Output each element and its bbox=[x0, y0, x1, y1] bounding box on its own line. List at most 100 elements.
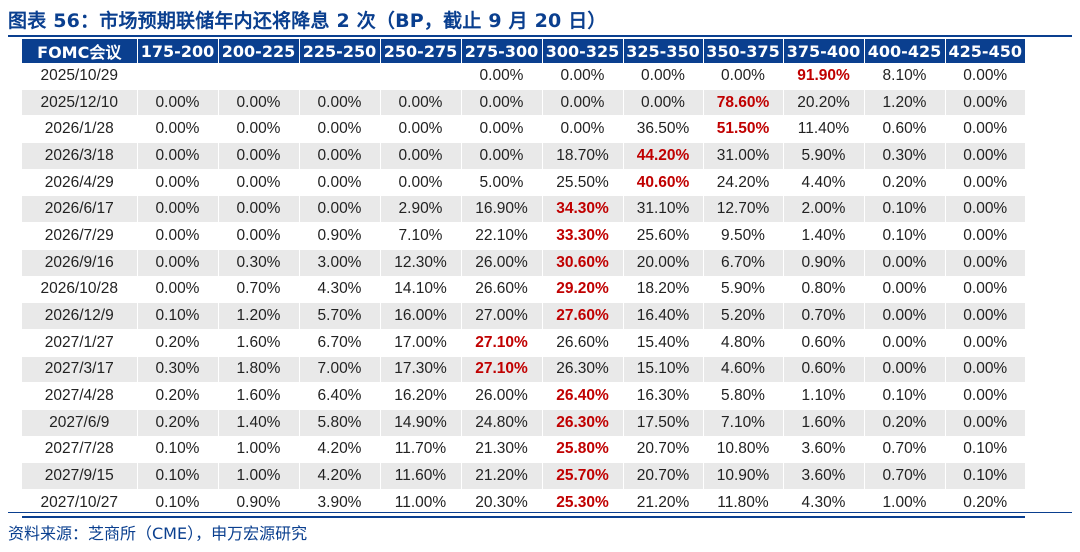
probability-cell: 0.70% bbox=[218, 276, 300, 304]
table-row: 2026/9/16 0.00% 0.30% 3.00% 12.30% 26.00% 30.6… bbox=[22, 249, 1025, 277]
probability-cell: 0.00% bbox=[945, 302, 1025, 330]
table-row: 2027/6/9 0.20% 1.40% 5.80% 14.90% 24.80% 26.30… bbox=[22, 409, 1025, 437]
probability-cell: 3.60% bbox=[783, 436, 865, 464]
probability-cell bbox=[218, 63, 300, 90]
column-header-range: 225-250 bbox=[299, 39, 381, 63]
probability-cell: 4.20% bbox=[299, 462, 381, 490]
max-probability-cell: 26.30% bbox=[542, 409, 624, 437]
source-note: 资料来源：芝商所（CME），申万宏源研究 bbox=[8, 524, 308, 543]
probability-cell: 0.90% bbox=[783, 249, 865, 277]
probability-cell: 1.00% bbox=[218, 436, 300, 464]
max-probability-cell: 40.60% bbox=[623, 169, 704, 197]
probability-cell: 0.00% bbox=[864, 302, 946, 330]
probability-cell: 0.00% bbox=[137, 222, 219, 250]
probability-cell: 0.00% bbox=[299, 89, 381, 117]
probability-cell: 0.00% bbox=[137, 276, 219, 304]
probability-cell: 0.00% bbox=[945, 329, 1025, 357]
meeting-date-cell: 2026/9/16 bbox=[22, 249, 138, 277]
max-probability-cell: 33.30% bbox=[542, 222, 624, 250]
meeting-date-cell: 2026/3/18 bbox=[22, 142, 138, 170]
probability-cell: 0.20% bbox=[137, 409, 219, 437]
probability-cell: 15.40% bbox=[623, 329, 704, 357]
probability-cell: 0.00% bbox=[461, 89, 543, 117]
probability-cell: 5.70% bbox=[299, 302, 381, 330]
probability-cell: 0.20% bbox=[137, 382, 219, 410]
probability-cell: 0.00% bbox=[461, 142, 543, 170]
probability-cell: 20.70% bbox=[623, 436, 704, 464]
probability-cell: 16.00% bbox=[380, 302, 462, 330]
probability-cell: 1.40% bbox=[218, 409, 300, 437]
table-row: 2027/3/17 0.30% 1.80% 7.00% 17.30% 27.10% 26.3… bbox=[22, 356, 1025, 384]
meeting-date-cell: 2026/10/28 bbox=[22, 276, 138, 304]
probability-cell: 0.00% bbox=[945, 142, 1025, 170]
probability-cell: 0.10% bbox=[864, 382, 946, 410]
probability-cell: 0.80% bbox=[783, 276, 865, 304]
table-row: 2026/1/28 0.00% 0.00% 0.00% 0.00% 0.00% 0.00% 3… bbox=[22, 115, 1025, 144]
probability-cell: 0.00% bbox=[945, 249, 1025, 277]
column-header-range: 425-450 bbox=[945, 39, 1025, 63]
table-row: 2027/1/27 0.20% 1.60% 6.70% 17.00% 27.10% 26.6… bbox=[22, 329, 1025, 357]
column-header-range: 350-375 bbox=[703, 39, 784, 63]
table-row: 2027/9/15 0.10% 1.00% 4.20% 11.60% 21.20% 25.7… bbox=[22, 462, 1025, 490]
max-probability-cell: 25.70% bbox=[542, 462, 624, 490]
probability-cell: 16.30% bbox=[623, 382, 704, 410]
probability-cell: 12.30% bbox=[380, 249, 462, 277]
probability-cell: 21.20% bbox=[461, 462, 543, 490]
table-row: 2026/6/17 0.00% 0.00% 0.00% 2.90% 16.90% 34.30… bbox=[22, 195, 1025, 224]
probability-cell: 0.00% bbox=[137, 89, 219, 117]
probability-cell: 2.00% bbox=[783, 195, 865, 224]
probability-cell: 0.00% bbox=[623, 63, 704, 90]
probability-table: FOMC会议 175-200 200-225 225-250 250-275 275-30… bbox=[22, 39, 1025, 518]
meeting-date-cell: 2026/12/9 bbox=[22, 302, 138, 330]
probability-cell: 0.60% bbox=[783, 329, 865, 357]
table-row: 2026/12/9 0.10% 1.20% 5.70% 16.00% 27.00% 27.6… bbox=[22, 302, 1025, 330]
probability-cell: 5.80% bbox=[299, 409, 381, 437]
probability-cell: 0.10% bbox=[137, 436, 219, 464]
table-body: 2025/10/29 0.00% 0.00% 0.00% 0.00% 91.90% 8.10… bbox=[22, 63, 1025, 518]
probability-cell: 0.00% bbox=[299, 195, 381, 224]
probability-cell: 0.00% bbox=[461, 115, 543, 144]
probability-cell: 0.10% bbox=[945, 462, 1025, 490]
table-row: 2027/4/28 0.20% 1.60% 6.40% 16.20% 26.00% 26.4… bbox=[22, 382, 1025, 410]
meeting-date-cell: 2027/4/28 bbox=[22, 382, 138, 410]
probability-cell: 17.50% bbox=[623, 409, 704, 437]
probability-cell: 0.00% bbox=[137, 115, 219, 144]
table-row: 2025/10/29 0.00% 0.00% 0.00% 0.00% 91.90% 8.10… bbox=[22, 63, 1025, 90]
probability-cell: 3.60% bbox=[783, 462, 865, 490]
probability-cell: 0.10% bbox=[137, 462, 219, 490]
meeting-date-cell: 2027/3/17 bbox=[22, 356, 138, 384]
probability-cell: 0.70% bbox=[783, 302, 865, 330]
probability-cell: 4.80% bbox=[703, 329, 784, 357]
probability-cell: 0.00% bbox=[945, 356, 1025, 384]
probability-cell: 1.80% bbox=[218, 356, 300, 384]
probability-cell: 16.90% bbox=[461, 195, 543, 224]
probability-cell: 3.00% bbox=[299, 249, 381, 277]
probability-cell: 24.20% bbox=[703, 169, 784, 197]
meeting-date-cell: 2027/7/28 bbox=[22, 436, 138, 464]
probability-cell: 14.90% bbox=[380, 409, 462, 437]
max-probability-cell: 78.60% bbox=[703, 89, 784, 117]
probability-cell: 5.00% bbox=[461, 169, 543, 197]
probability-cell: 0.00% bbox=[945, 63, 1025, 90]
max-probability-cell: 27.60% bbox=[542, 302, 624, 330]
probability-cell: 18.20% bbox=[623, 276, 704, 304]
probability-cell: 11.40% bbox=[783, 115, 865, 144]
probability-cell: 15.10% bbox=[623, 356, 704, 384]
probability-cell: 22.10% bbox=[461, 222, 543, 250]
title-divider bbox=[8, 35, 1072, 37]
column-header-meeting: FOMC会议 bbox=[22, 39, 138, 63]
probability-cell: 0.10% bbox=[945, 436, 1025, 464]
probability-cell: 0.10% bbox=[137, 302, 219, 330]
max-probability-cell: 44.20% bbox=[623, 142, 704, 170]
probability-cell: 16.20% bbox=[380, 382, 462, 410]
probability-cell: 26.30% bbox=[542, 356, 624, 384]
max-probability-cell: 30.60% bbox=[542, 249, 624, 277]
max-probability-cell: 29.20% bbox=[542, 276, 624, 304]
max-probability-cell: 26.40% bbox=[542, 382, 624, 410]
probability-cell: 0.00% bbox=[864, 356, 946, 384]
probability-cell: 6.70% bbox=[299, 329, 381, 357]
probability-cell: 0.00% bbox=[218, 89, 300, 117]
probability-cell: 10.80% bbox=[703, 436, 784, 464]
table-row: 2026/4/29 0.00% 0.00% 0.00% 0.00% 5.00% 25.50%… bbox=[22, 169, 1025, 197]
table-row: 2025/12/10 0.00% 0.00% 0.00% 0.00% 0.00% 0.00%… bbox=[22, 89, 1025, 117]
